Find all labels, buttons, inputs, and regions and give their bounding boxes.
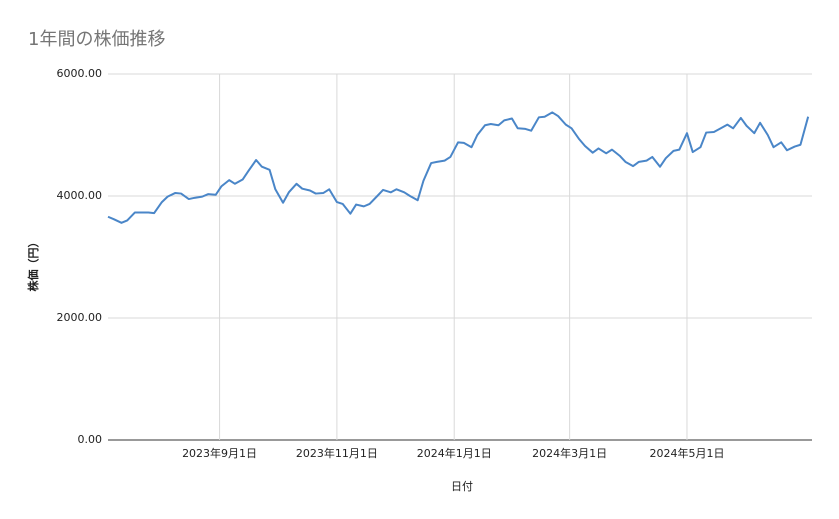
x-tick-label: 2023年11月1日 <box>296 446 378 460</box>
x-tick-label: 2024年5月1日 <box>649 446 724 460</box>
chart-title: 1年間の株価推移 <box>28 29 165 50</box>
x-tick-label: 2023年9月1日 <box>182 446 257 460</box>
line-series <box>107 111 810 224</box>
y-tick-label: 6000.00 <box>57 67 103 80</box>
x-axis-label: 日付 <box>451 480 473 493</box>
y-tick-label: 2000.00 <box>57 311 103 324</box>
y-tick-label: 4000.00 <box>57 189 103 202</box>
x-tick-label: 2024年3月1日 <box>532 446 607 460</box>
y-axis-label: 株価（円） <box>26 237 40 292</box>
y-tick-label: 0.00 <box>78 433 103 446</box>
x-tick-label: 2024年1月1日 <box>417 446 492 460</box>
